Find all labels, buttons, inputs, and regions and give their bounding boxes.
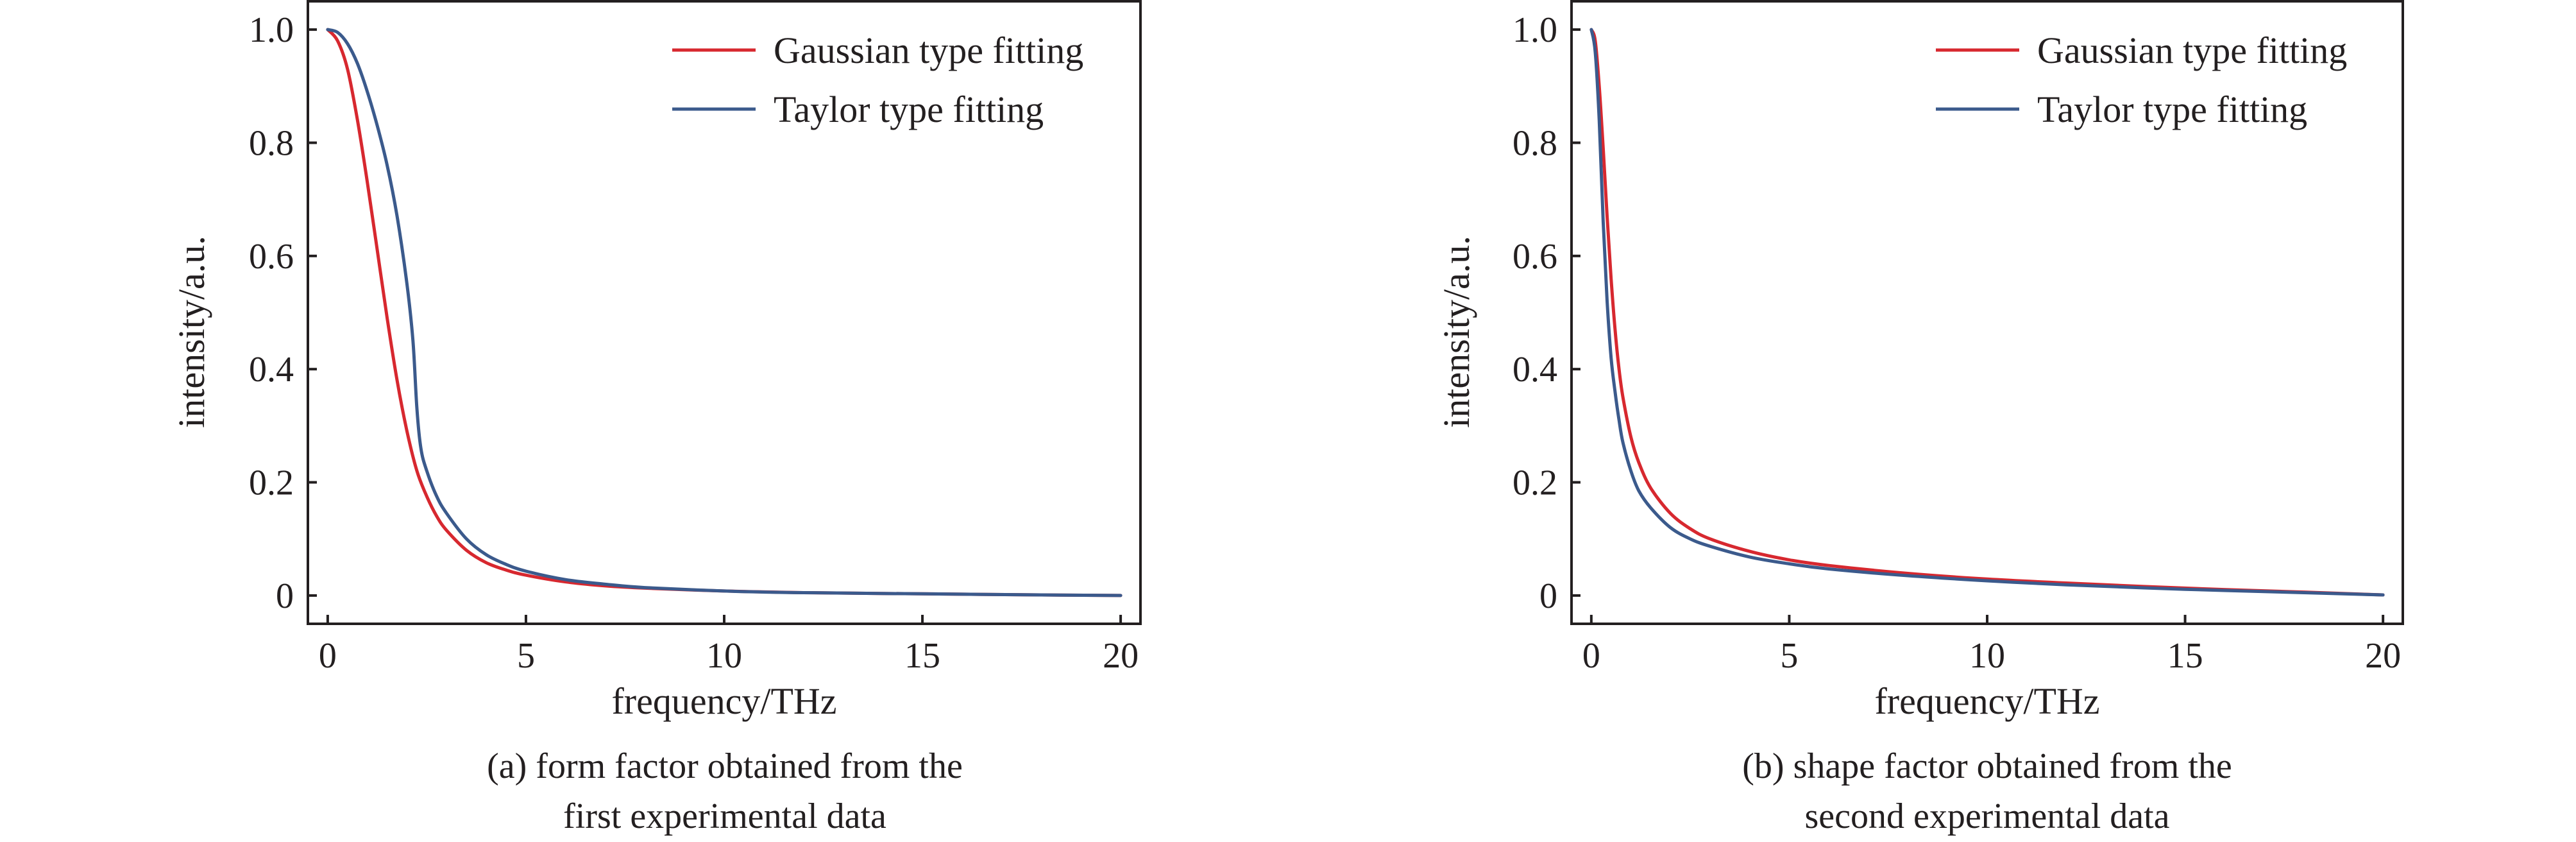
x-tick-label: 20 xyxy=(2365,636,2401,676)
y-axis-label: intensity/a.u. xyxy=(171,236,212,428)
chart-panel-a: 0 5 10 15 20 0 0.2 0.4 0.6 0.8 1.0 frequency/THz int… xyxy=(171,0,1142,722)
y-tick-label: 0.4 xyxy=(249,350,294,390)
caption-b-line-2: second experimental data xyxy=(1804,796,2170,836)
series-line-gaussian xyxy=(1589,28,2385,597)
legend-label-taylor: Taylor type fitting xyxy=(774,89,1044,130)
caption-b-line-1: (b) shape factor obtained from the xyxy=(1742,746,2232,786)
y-tick-label: 0.2 xyxy=(1513,463,1557,503)
series-line-taylor xyxy=(326,28,1123,597)
x-tick-label: 0 xyxy=(1582,636,1600,676)
y-tick-label: 1.0 xyxy=(1513,10,1557,50)
x-tick-label: 0 xyxy=(319,636,337,676)
x-axis-label: frequency/THz xyxy=(611,680,836,722)
legend-label-gaussian: Gaussian type fitting xyxy=(774,30,1083,71)
chart-panel-b: 0 5 10 15 20 0 0.2 0.4 0.6 0.8 1.0 frequency/THz int… xyxy=(1436,0,2404,722)
series-line-taylor xyxy=(1589,28,2385,597)
y-axis-label: intensity/a.u. xyxy=(1436,236,1477,428)
y-tick-label: 0.8 xyxy=(249,123,294,163)
x-axis-label: frequency/THz xyxy=(1874,680,2099,722)
y-tick-label: 0.4 xyxy=(1513,350,1557,390)
x-tick-label: 20 xyxy=(1103,636,1139,676)
legend-label-taylor: Taylor type fitting xyxy=(2037,89,2307,130)
caption-a-line-1: (a) form factor obtained from the xyxy=(487,746,963,786)
x-tick-label: 5 xyxy=(517,636,535,676)
x-tick-label: 10 xyxy=(1969,636,2005,676)
y-tick-label: 0.2 xyxy=(249,463,294,503)
caption-panel-b: (b) shape factor obtained from the secon… xyxy=(1538,741,2436,841)
y-tick-label: 0 xyxy=(1539,576,1557,616)
y-tick-label: 0.6 xyxy=(1513,237,1557,277)
y-tick-label: 1.0 xyxy=(249,10,294,50)
caption-panel-a: (a) form factor obtained from the first … xyxy=(276,741,1174,841)
y-tick-label: 0.6 xyxy=(249,237,294,277)
y-tick-label: 0 xyxy=(276,576,294,616)
x-tick-label: 5 xyxy=(1780,636,1798,676)
x-tick-label: 15 xyxy=(2167,636,2203,676)
y-tick-label: 0.8 xyxy=(1513,123,1557,163)
legend-label-gaussian: Gaussian type fitting xyxy=(2037,30,2347,71)
x-tick-label: 15 xyxy=(904,636,940,676)
caption-a-line-2: first experimental data xyxy=(563,796,886,836)
x-tick-label: 10 xyxy=(706,636,742,676)
